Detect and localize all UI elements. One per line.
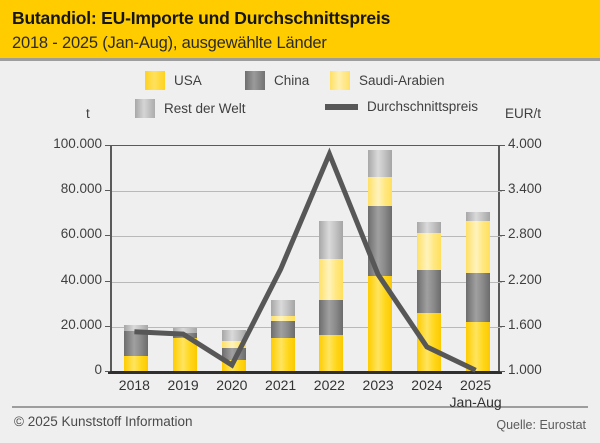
legend-label: China (274, 73, 310, 88)
gridline (112, 326, 502, 328)
bar-segment-usa (319, 334, 344, 371)
bar-segment-rest-der-welt (319, 220, 344, 260)
axis-tickmark (500, 190, 505, 192)
bar-segment-rest-der-welt (173, 328, 198, 333)
y-axis-tick-right: 2.800 (508, 226, 542, 242)
y-axis-tick-left: 0 (94, 362, 102, 377)
bar-segment-saudi-arabien (270, 315, 295, 322)
x-axis-label: 2025 (460, 377, 492, 393)
bar-segment-rest-der-welt (416, 221, 441, 234)
chart-plot-area (110, 145, 502, 371)
x-axis-label: 2023 (362, 377, 394, 393)
bar-segment-rest-der-welt (221, 330, 246, 341)
axis-tickmark (500, 235, 505, 237)
y-axis-tick-right: 1.600 (508, 316, 542, 332)
bar-segment-usa (270, 338, 295, 371)
right-axis-unit: EUR/t (505, 106, 542, 121)
axis-tickmark (500, 145, 505, 146)
axis-tickmark (500, 325, 505, 327)
x-axis-sublabel: Jan-Aug (449, 394, 502, 410)
bar-segment-saudi-arabien (416, 233, 441, 271)
bar-segment-china (124, 331, 149, 357)
bar-segment-rest-der-welt (368, 149, 393, 177)
legend-item-rest: Rest der Welt (135, 99, 246, 118)
legend-color-saudi-swatch (330, 71, 350, 90)
x-axis-label: 2020 (216, 377, 248, 393)
header-banner: Butandiol: EU-Importe und Durchschnittsp… (0, 0, 600, 61)
axis-tickmark (500, 371, 505, 372)
gridline (112, 191, 502, 193)
bar-segment-china (319, 299, 344, 335)
bar-segment-usa (173, 338, 198, 371)
page-title: Butandiol: EU-Importe und Durchschnittsp… (12, 8, 391, 28)
axis-tickmark (105, 371, 110, 372)
bar-segment-china (416, 270, 441, 314)
legend-color-china-swatch (245, 71, 265, 90)
bar-segment-usa (465, 322, 490, 371)
legend-line-marker (325, 103, 358, 110)
price-polyline (134, 147, 477, 373)
page-subtitle: 2018 - 2025 (Jan-Aug), ausgewählte Lände… (12, 34, 327, 52)
x-axis-label: 2024 (411, 377, 443, 393)
bar-segment-saudi-arabien (368, 176, 393, 207)
bar-segment-saudi-arabien (465, 220, 490, 273)
source-text: Quelle: Eurostat (496, 418, 586, 432)
bar-segment-rest-der-welt (270, 299, 295, 316)
left-axis-unit: t (86, 106, 90, 121)
x-axis-line (108, 371, 502, 374)
legend-item-china: China (245, 71, 309, 90)
footer-divider (12, 406, 588, 408)
chart-legend: USA China Saudi-Arabien Rest der Welt Durchs… (0, 66, 600, 130)
axis-tickmark (105, 235, 110, 237)
axis-tickmark (105, 190, 110, 192)
legend-item-saudi: Saudi-Arabien (330, 71, 445, 90)
legend-color-rest-swatch (135, 99, 155, 118)
x-axis-label: 2021 (265, 377, 297, 393)
y-axis-tick-left: 40.000 (60, 271, 102, 287)
x-axis-label: 2018 (118, 377, 150, 393)
bar-segment-usa (124, 356, 149, 371)
y-axis-tick-left: 100.000 (53, 136, 102, 151)
y-axis-tick-right: 4.000 (508, 136, 542, 151)
copyright-text: © 2025 Kunststoff Information (14, 414, 193, 429)
y-axis-tick-left: 20.000 (60, 316, 102, 332)
bar-segment-china (221, 348, 246, 360)
bar-segment-china (270, 321, 295, 339)
x-axis-label: 2019 (167, 377, 199, 393)
gridline (112, 281, 502, 283)
axis-tickmark (500, 280, 505, 282)
bar-segment-saudi-arabien (221, 340, 246, 349)
y-axis-tick-right: 3.400 (508, 181, 542, 197)
legend-label: USA (174, 73, 202, 88)
bar-segment-saudi-arabien (319, 259, 344, 300)
axis-tickmark (105, 145, 110, 146)
axis-tickmark (105, 325, 110, 327)
bar-segment-rest-der-welt (124, 324, 149, 332)
y-axis-tick-left: 80.000 (60, 181, 102, 197)
y-axis-tick-left: 60.000 (60, 226, 102, 242)
legend-label: Saudi-Arabien (359, 73, 445, 88)
legend-item-price: Durchschnittspreis (325, 99, 478, 114)
y-axis-tick-right: 2.200 (508, 271, 542, 287)
bar-segment-rest-der-welt (465, 211, 490, 221)
legend-item-usa: USA (145, 71, 202, 90)
axis-tickmark (105, 280, 110, 282)
legend-color-usa-swatch (145, 71, 165, 90)
bar-segment-china (465, 272, 490, 323)
gridline (112, 236, 502, 238)
y-axis-tick-right: 1.000 (508, 362, 542, 377)
legend-label: Durchschnittspreis (367, 99, 479, 114)
legend-label: Rest der Welt (164, 101, 246, 116)
x-axis-label: 2022 (313, 377, 345, 393)
